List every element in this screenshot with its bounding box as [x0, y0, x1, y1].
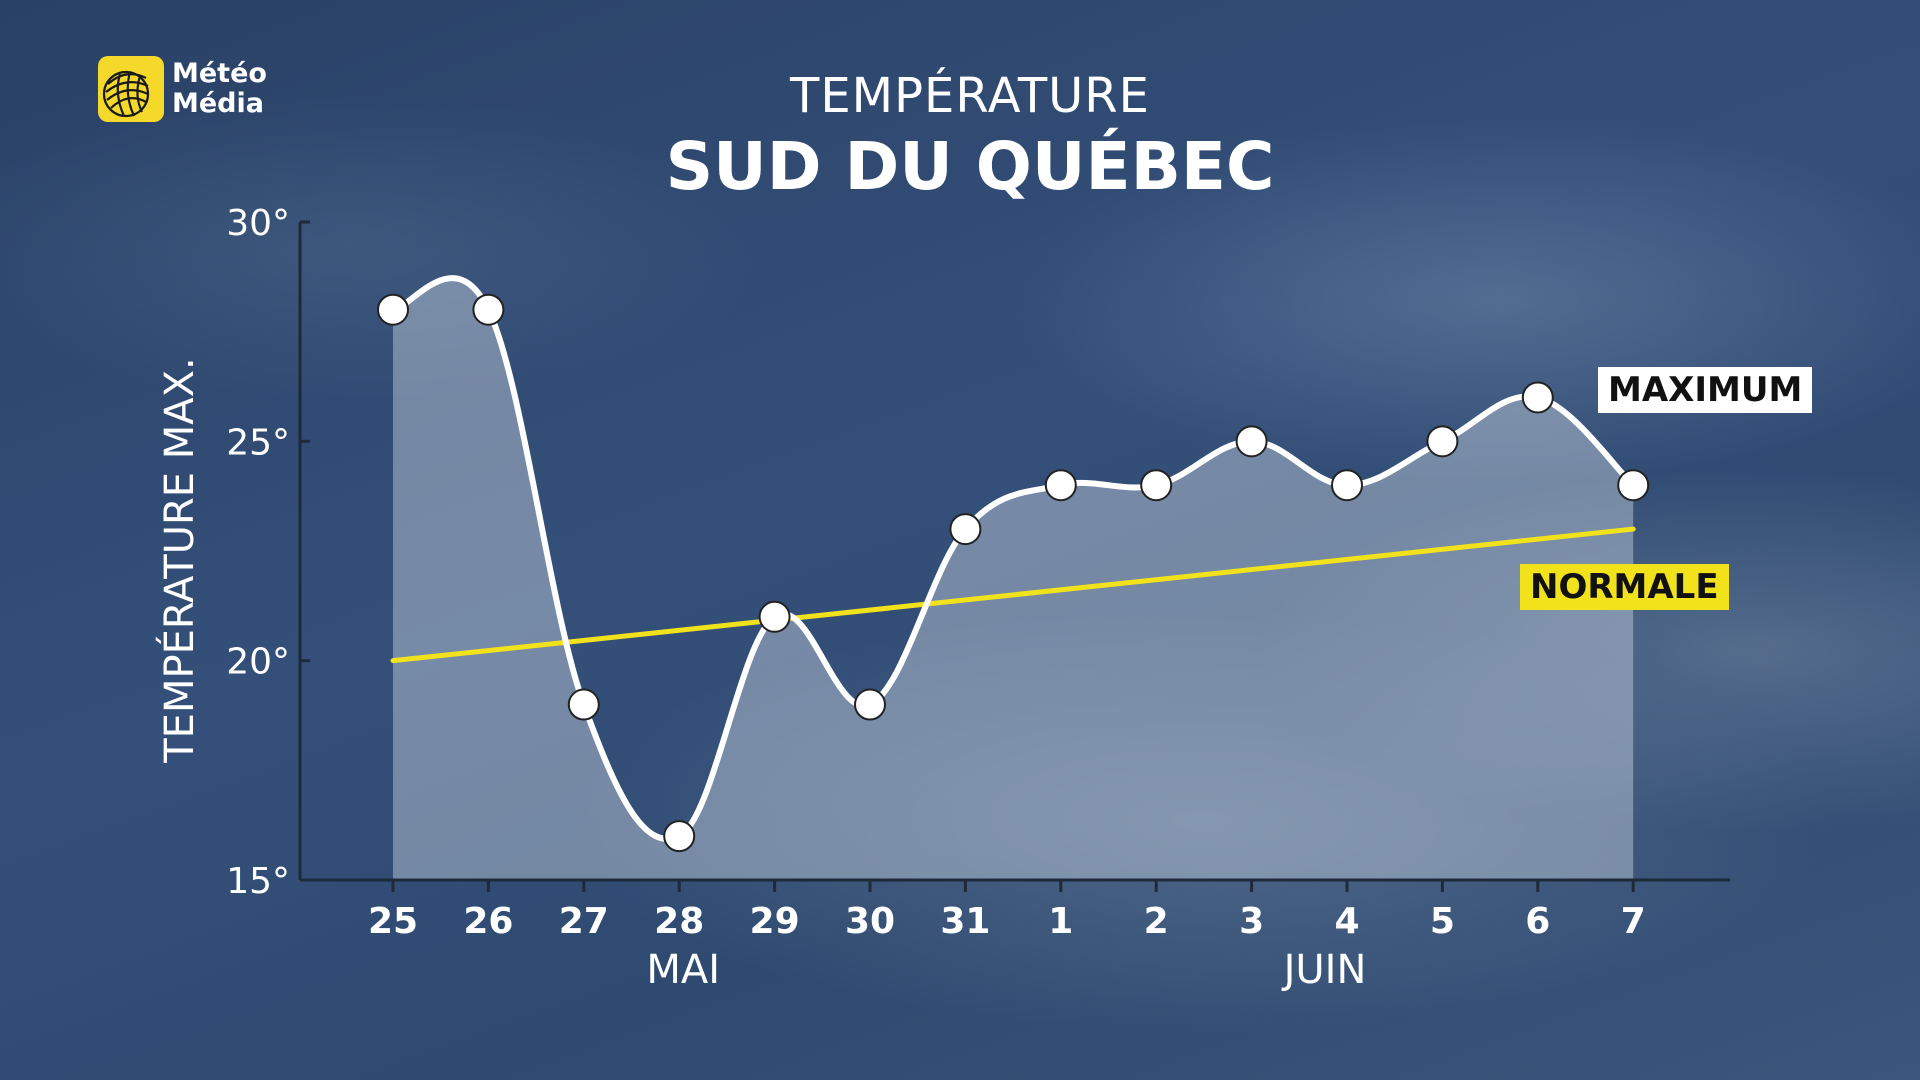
y-tick-label: 25° [226, 422, 290, 463]
x-tick-label: 29 [750, 901, 800, 942]
y-tick-label: 30° [226, 203, 290, 244]
maximum-data-point [1235, 425, 1268, 458]
globe-icon [98, 56, 164, 122]
normale-series-line [390, 526, 1636, 664]
meteomedia-logo: Météo Média [98, 56, 267, 122]
x-tick-label: 7 [1621, 901, 1646, 942]
month-label: JUIN [1281, 947, 1367, 993]
legend-normale: NORMALE [1520, 564, 1729, 610]
maximum-data-point [567, 688, 600, 721]
maximum-data-point [1521, 381, 1554, 414]
month-label: MAI [646, 947, 720, 993]
x-tick-label: 5 [1430, 901, 1455, 942]
maximum-data-point [663, 820, 696, 853]
x-tick-label: 26 [463, 901, 513, 942]
y-axis-title: TEMPÉRATURE MAX. [155, 357, 203, 764]
x-tick-label: 27 [559, 901, 609, 942]
x-tick-label: 6 [1525, 901, 1550, 942]
y-tick-label: 20° [226, 642, 290, 683]
logo-wordmark: Météo Média [172, 59, 267, 119]
maximum-data-point [377, 293, 409, 326]
logo-line-2: Média [172, 88, 264, 119]
chart-title: SUD DU QUÉBEC [665, 128, 1275, 205]
maximum-data-point [1140, 469, 1173, 502]
logo-line-1: Météo [172, 58, 267, 89]
x-tick-label: 31 [940, 901, 990, 942]
x-tick-label: 1 [1048, 901, 1073, 942]
maximum-data-point [472, 293, 505, 326]
x-tick-label: 3 [1239, 901, 1264, 942]
x-tick-label: 28 [654, 901, 704, 942]
maximum-data-point [1426, 425, 1459, 458]
chart-supertitle: TEMPÉRATURE [790, 68, 1150, 124]
maximum-data-point [1617, 469, 1650, 502]
x-tick-label: 25 [368, 901, 418, 942]
maximum-data-point [1331, 469, 1363, 502]
x-tick-label: 4 [1334, 901, 1359, 942]
x-tick-label: 30 [845, 901, 895, 942]
y-tick-label: 15° [226, 861, 290, 902]
x-tick-label: 2 [1144, 901, 1169, 942]
maximum-data-point [758, 600, 791, 633]
legend-maximum: MAXIMUM [1598, 367, 1813, 413]
maximum-area-fill [393, 278, 1634, 881]
maximum-data-point [854, 688, 886, 721]
maximum-data-point [949, 513, 982, 546]
maximum-data-point [1044, 469, 1077, 502]
maximum-series-line [392, 275, 1636, 842]
